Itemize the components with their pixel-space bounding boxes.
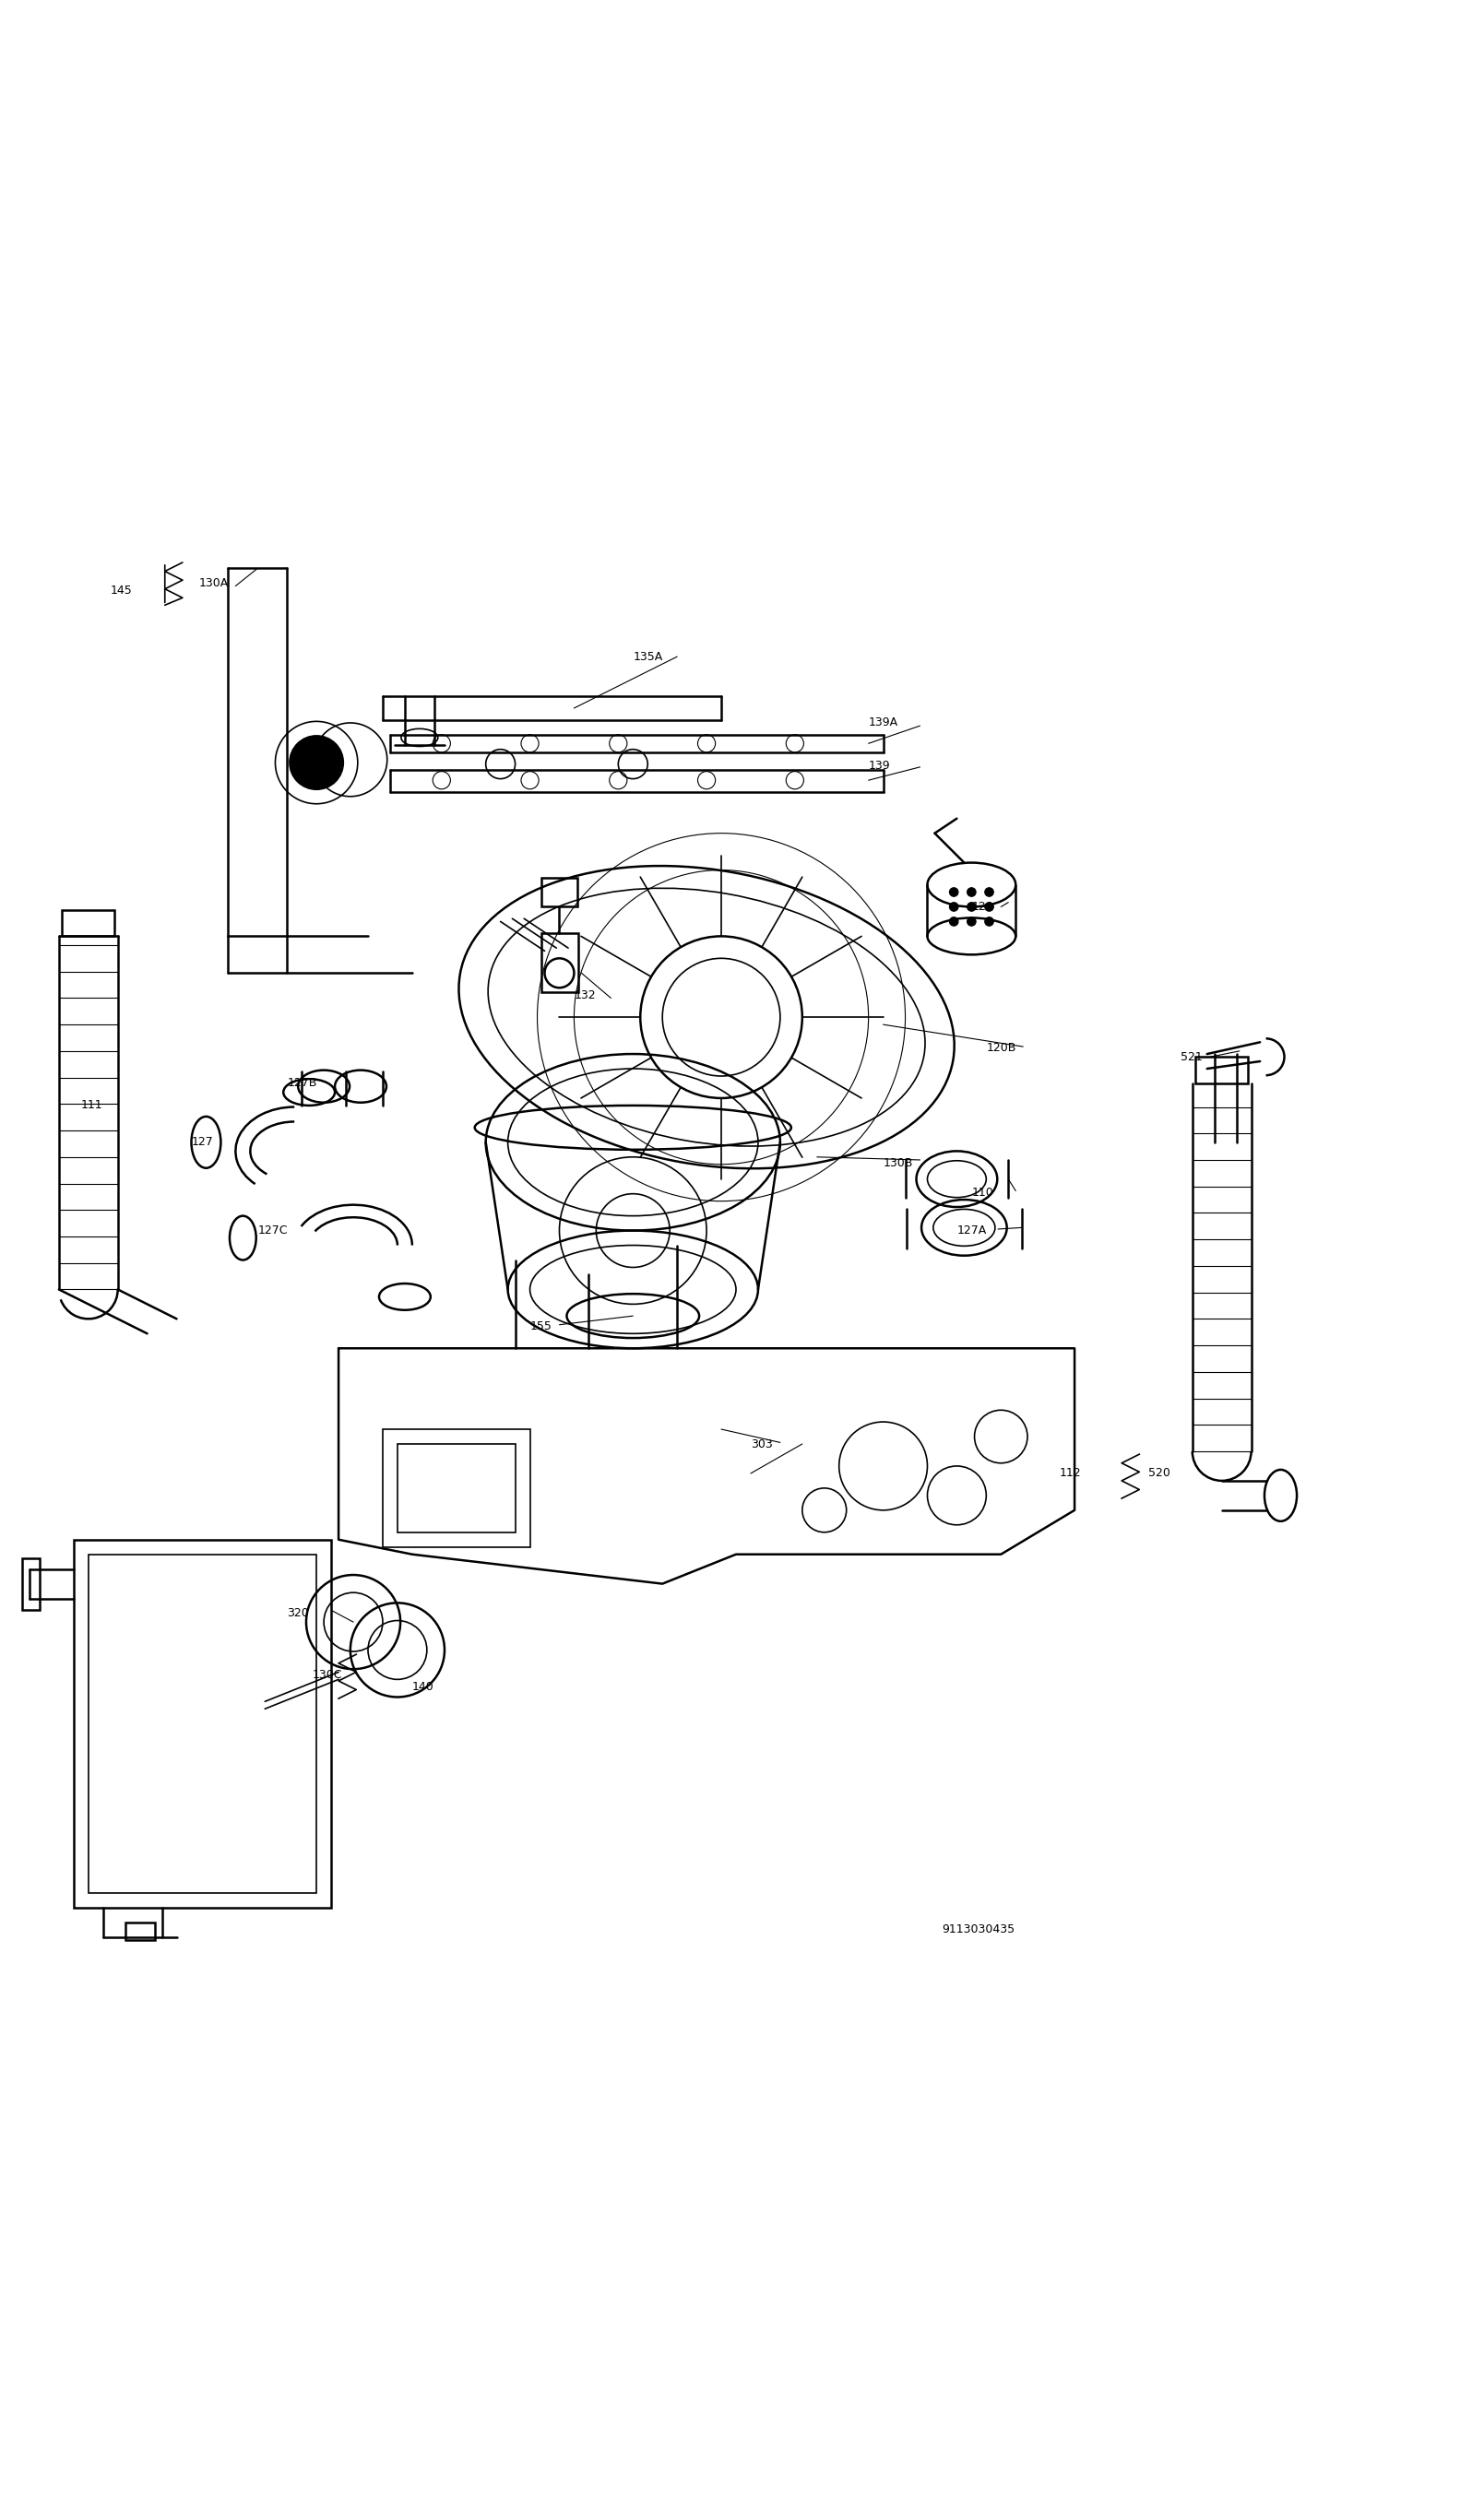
Circle shape	[985, 917, 994, 925]
Circle shape	[949, 887, 958, 897]
Circle shape	[967, 917, 976, 925]
Text: 320: 320	[287, 1608, 309, 1620]
Bar	[74, 1540, 331, 1908]
Text: 120B: 120B	[986, 1043, 1016, 1053]
Bar	[542, 877, 577, 907]
Text: 155: 155	[530, 1320, 552, 1333]
Text: 127C: 127C	[258, 1225, 287, 1237]
Circle shape	[967, 887, 976, 897]
Circle shape	[949, 902, 958, 912]
Text: 9113030435: 9113030435	[942, 1923, 1016, 1935]
Bar	[383, 1429, 530, 1547]
Text: 130B: 130B	[883, 1157, 913, 1169]
Text: 521: 521	[1181, 1051, 1203, 1063]
Bar	[88, 1555, 316, 1893]
Text: 110: 110	[972, 1187, 994, 1200]
Text: 139: 139	[868, 759, 891, 771]
Circle shape	[290, 736, 343, 789]
Text: 139A: 139A	[868, 716, 898, 728]
Text: 130A: 130A	[199, 577, 228, 590]
Text: 120: 120	[972, 900, 994, 912]
Bar	[542, 932, 578, 993]
Circle shape	[967, 902, 976, 912]
Bar	[1195, 1056, 1248, 1084]
Text: 127A: 127A	[957, 1225, 986, 1237]
Bar	[125, 1923, 155, 1940]
Text: 130C: 130C	[312, 1668, 342, 1681]
Text: 520: 520	[1148, 1467, 1170, 1479]
Text: 135A: 135A	[633, 650, 662, 663]
Text: 132: 132	[574, 990, 596, 1000]
Circle shape	[985, 902, 994, 912]
Bar	[62, 910, 115, 937]
Circle shape	[985, 887, 994, 897]
Text: 112: 112	[1060, 1467, 1082, 1479]
Text: 111: 111	[81, 1099, 103, 1111]
Circle shape	[949, 917, 958, 925]
Text: 303: 303	[751, 1439, 773, 1449]
Text: 127B: 127B	[287, 1079, 316, 1089]
Bar	[397, 1444, 515, 1532]
Bar	[22, 1560, 40, 1610]
Text: 145: 145	[110, 585, 132, 597]
Text: 127: 127	[191, 1137, 213, 1149]
Text: 140: 140	[412, 1681, 434, 1693]
